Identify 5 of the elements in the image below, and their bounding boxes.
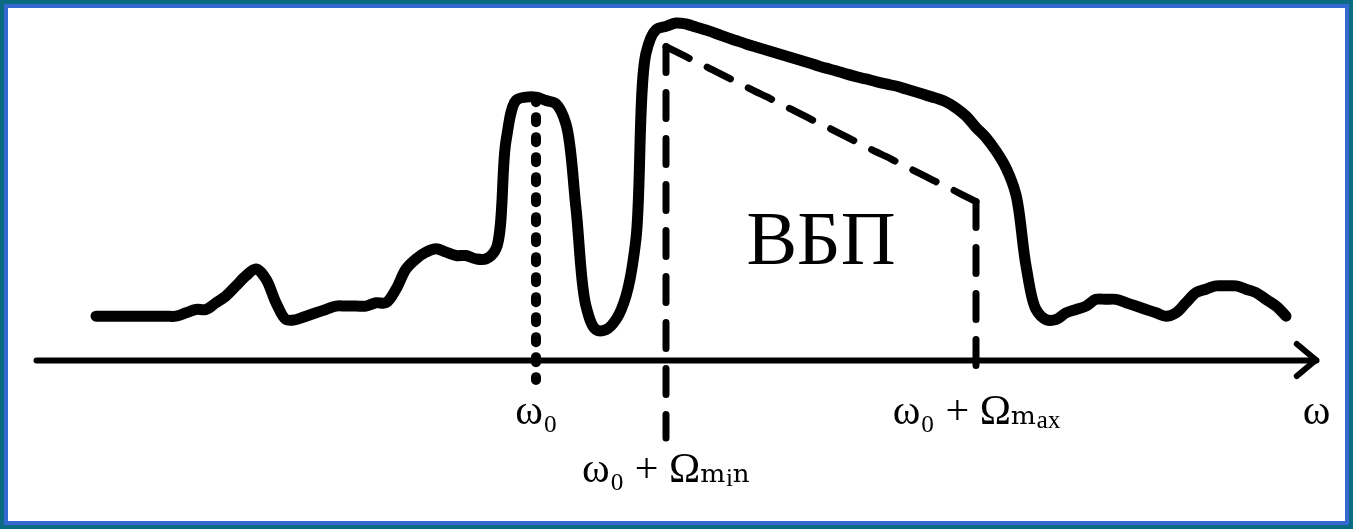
x-tick-label: ω bbox=[1302, 386, 1331, 433]
series-label: ВБП bbox=[746, 195, 896, 280]
x-tick-label: ω₀ + Ωₘₐₓ bbox=[892, 386, 1062, 433]
x-tick-label: ω₀ bbox=[515, 386, 558, 433]
x-tick-label: ω₀ + Ωₘᵢₙ bbox=[582, 444, 751, 491]
